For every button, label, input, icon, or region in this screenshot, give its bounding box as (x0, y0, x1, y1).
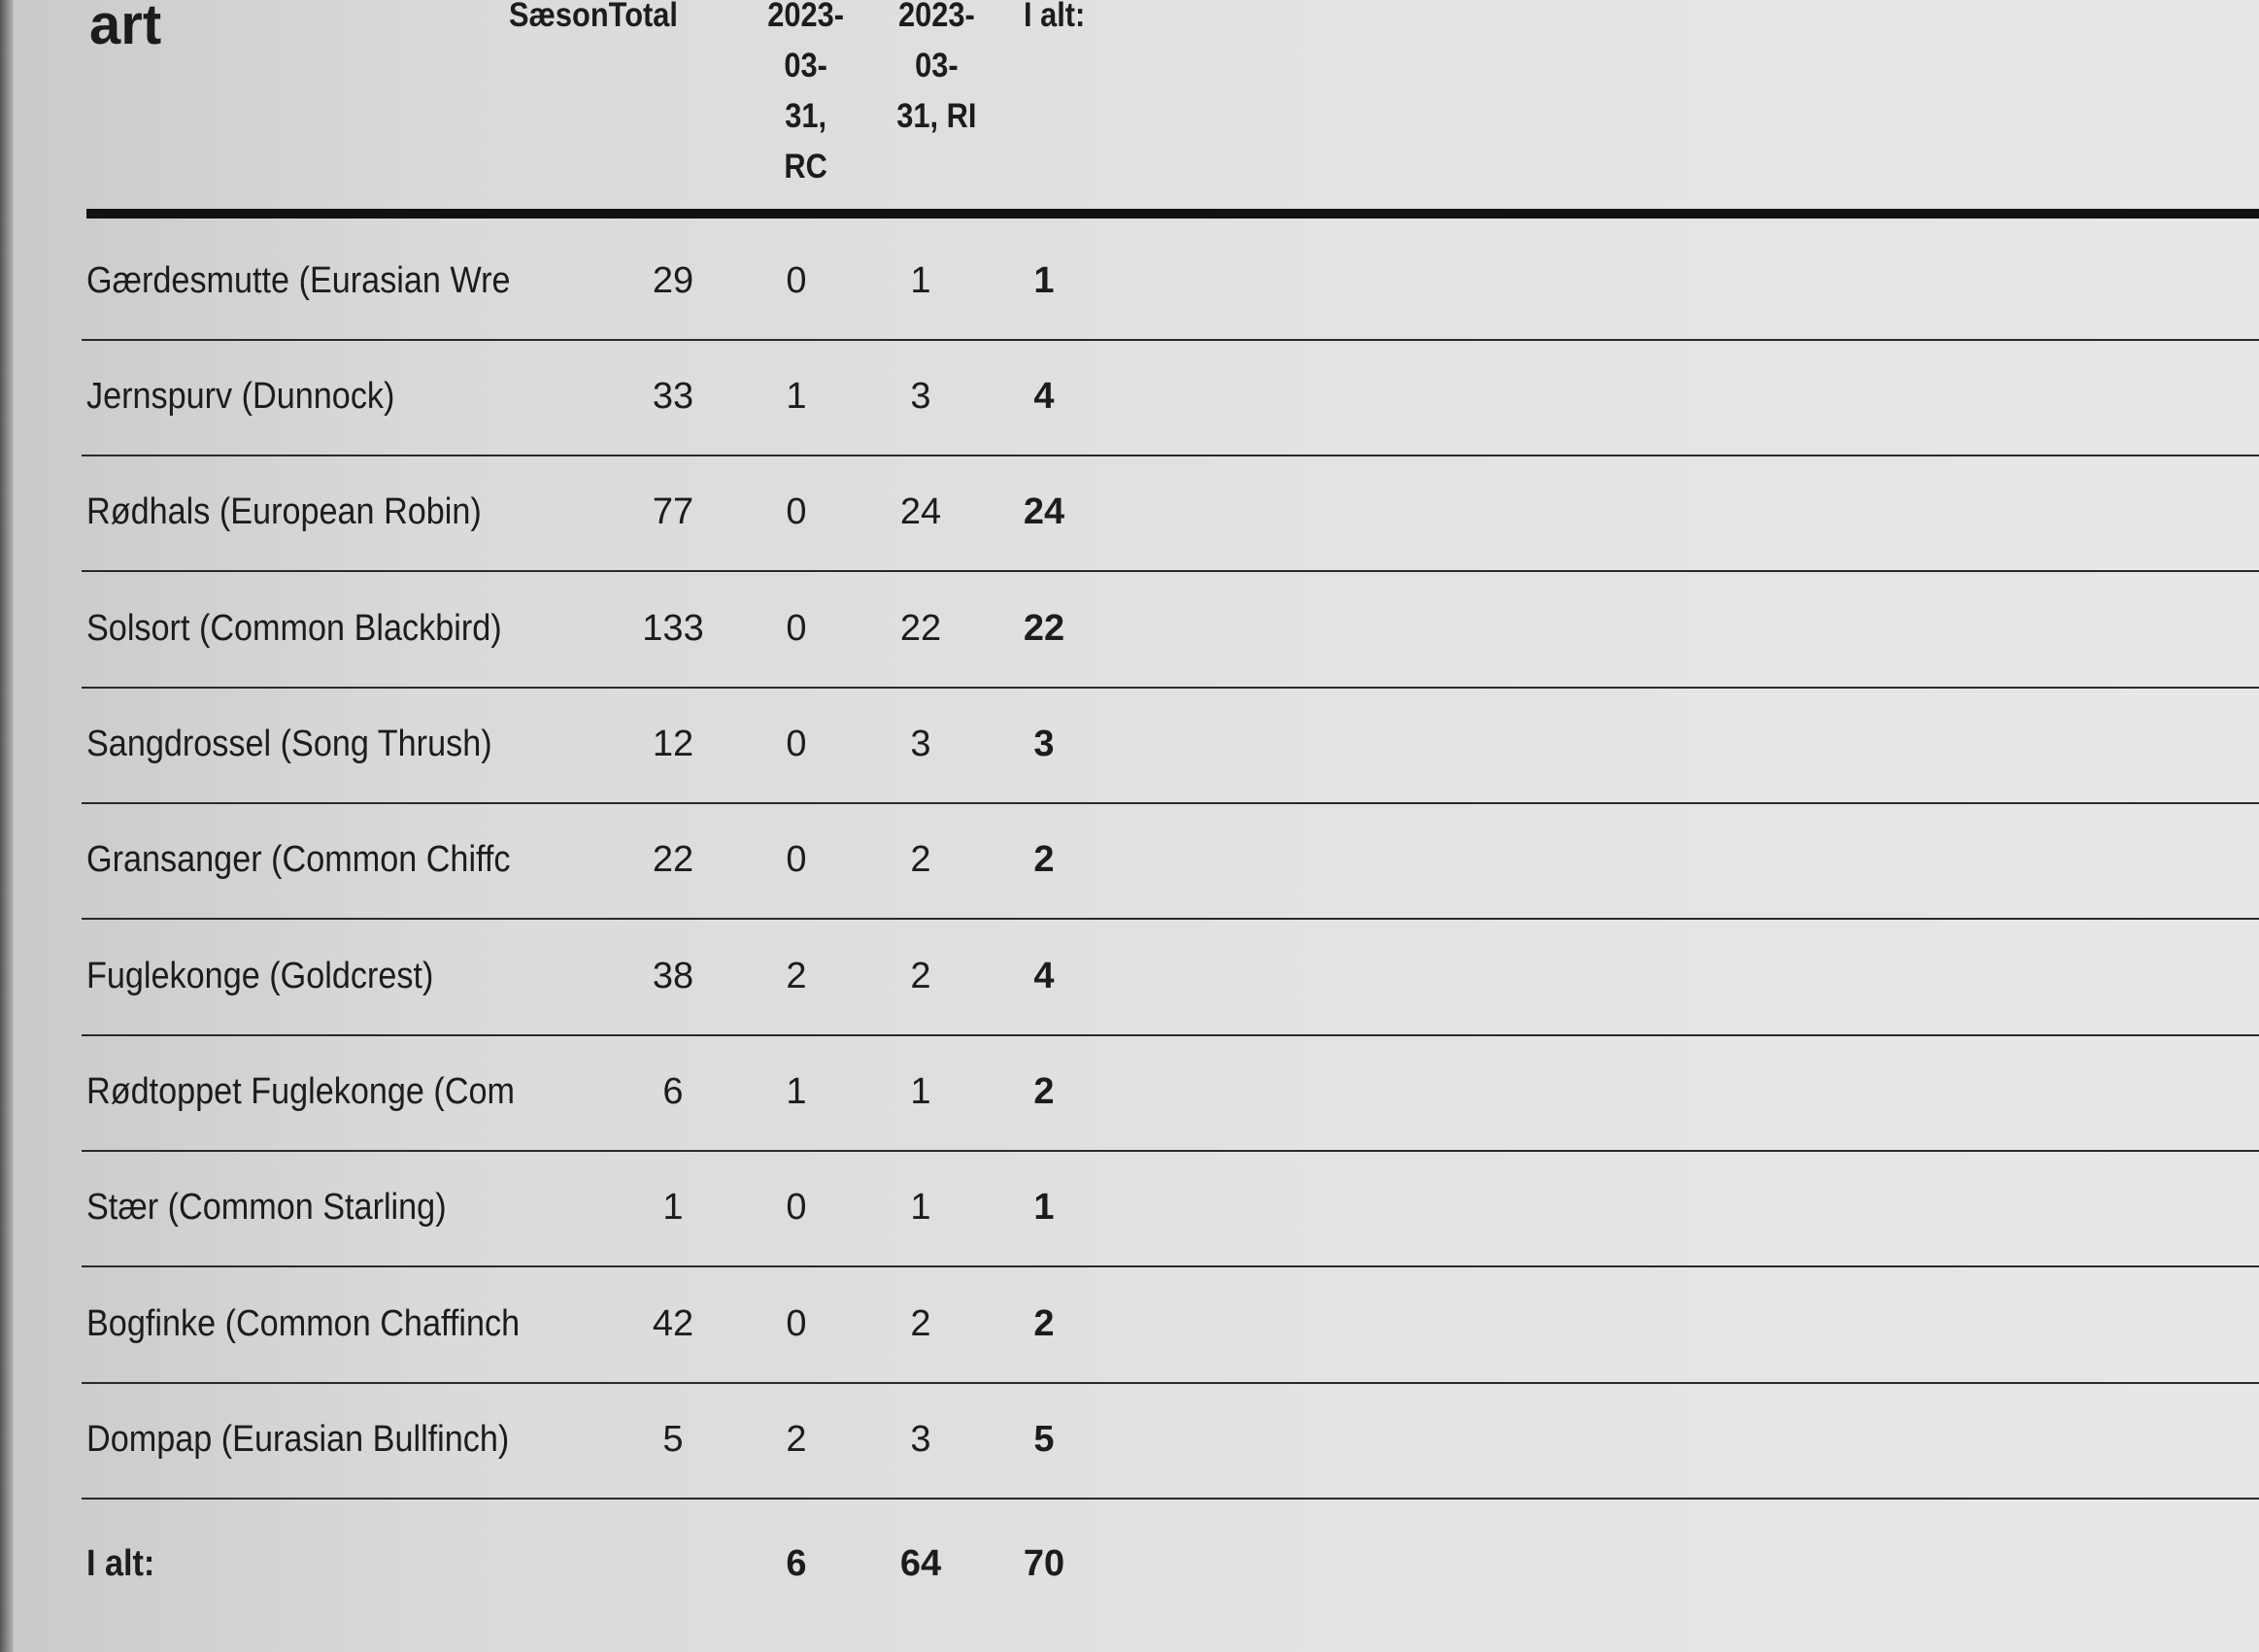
count-ri: 3 (910, 724, 931, 764)
table-row[interactable]: Dompap (Eurasian Bullfinch) 5 2 3 5 (82, 1382, 2259, 1500)
season-total: 77 (652, 491, 694, 532)
species-name: Rødhals (European Robin) (86, 491, 482, 532)
header-line: 03- (915, 47, 959, 84)
table-row[interactable]: Gransanger (Common Chiffc 22 0 2 2 (82, 802, 2259, 920)
table-row[interactable]: Fuglekonge (Goldcrest) 38 2 2 4 (82, 919, 2259, 1036)
column-header-season-total: SæsonTotal (509, 0, 678, 34)
header-line: 2023- (898, 0, 975, 34)
count-ri: 1 (910, 1071, 931, 1112)
count-ri: 24 (899, 491, 942, 532)
season-total: 6 (662, 1071, 684, 1112)
count-ri: 3 (910, 376, 931, 417)
header-line: RC (784, 148, 827, 185)
species-name: Gærdesmutte (Eurasian Wre (86, 260, 511, 301)
row-total: 4 (1033, 956, 1055, 996)
row-total: 2 (1033, 839, 1055, 880)
species-name: Sangdrossel (Song Thrush) (86, 724, 492, 764)
count-rc: 2 (786, 956, 807, 996)
table-row[interactable]: Rødhals (European Robin) 77 0 24 24 (82, 455, 2259, 572)
header-line: 31, (785, 97, 827, 135)
total-ri: 64 (899, 1543, 942, 1584)
table-row[interactable]: Jernspurv (Dunnock) 33 1 3 4 (82, 339, 2259, 456)
count-ri: 3 (910, 1419, 931, 1460)
header-divider (86, 209, 2259, 219)
species-name: Stær (Common Starling) (86, 1187, 447, 1228)
count-ri: 2 (910, 839, 931, 880)
table-row[interactable]: Stær (Common Starling) 1 0 1 1 (82, 1150, 2259, 1267)
count-rc: 0 (786, 1187, 807, 1228)
count-rc: 0 (786, 1303, 807, 1344)
species-name: Fuglekonge (Goldcrest) (86, 956, 434, 996)
count-ri: 22 (899, 608, 942, 649)
count-ri: 1 (910, 260, 931, 301)
header-line: 2023- (767, 0, 844, 34)
table-row[interactable]: Rødtoppet Fuglekonge (Com 6 1 1 2 (82, 1034, 2259, 1152)
species-name: Solsort (Common Blackbird) (86, 608, 502, 649)
column-header-ri: 2023- 03- 31, RI (890, 0, 984, 142)
column-header-rc: 2023- 03- 31, RC (767, 0, 844, 192)
row-total: 2 (1033, 1303, 1055, 1344)
total-row: I alt: 6 64 70 (82, 1506, 2259, 1622)
count-rc: 0 (786, 839, 807, 880)
row-total: 22 (1023, 608, 1065, 649)
count-rc: 0 (786, 608, 807, 649)
total-rc: 6 (786, 1543, 807, 1584)
species-name: Rødtoppet Fuglekonge (Com (86, 1071, 516, 1112)
season-total: 1 (662, 1187, 684, 1228)
row-total: 5 (1033, 1419, 1055, 1460)
season-total: 5 (662, 1419, 684, 1460)
table-row[interactable]: Solsort (Common Blackbird) 133 0 22 22 (82, 571, 2259, 689)
screen-bezel-edge (0, 0, 14, 1652)
season-total: 42 (652, 1303, 694, 1344)
row-total: 2 (1033, 1071, 1055, 1112)
count-rc: 0 (786, 260, 807, 301)
species-name: Jernspurv (Dunnock) (86, 376, 395, 417)
row-total: 1 (1033, 260, 1055, 301)
count-rc: 0 (786, 491, 807, 532)
count-ri: 2 (910, 956, 931, 996)
total-total: 70 (1023, 1543, 1065, 1584)
count-rc: 1 (786, 376, 807, 417)
column-header-total: I alt: (1024, 0, 1086, 34)
row-total: 1 (1033, 1187, 1055, 1228)
header-line: 31, RI (896, 97, 977, 135)
table-row[interactable]: Gærdesmutte (Eurasian Wre 29 0 1 1 (82, 223, 2259, 341)
season-total: 29 (652, 260, 694, 301)
species-name: Dompap (Eurasian Bullfinch) (86, 1419, 510, 1460)
count-rc: 0 (786, 724, 807, 764)
count-ri: 2 (910, 1303, 931, 1344)
count-ri: 1 (910, 1187, 931, 1228)
season-total: 33 (652, 376, 694, 417)
count-rc: 1 (786, 1071, 807, 1112)
season-total: 12 (652, 724, 694, 764)
row-total: 3 (1033, 724, 1055, 764)
header-line: 03- (784, 47, 827, 84)
row-total: 24 (1023, 491, 1065, 532)
species-name: Bogfinke (Common Chaffinch (86, 1303, 521, 1344)
count-rc: 2 (786, 1419, 807, 1460)
season-total: 38 (652, 956, 694, 996)
total-label: I alt: (86, 1543, 155, 1584)
table-row[interactable]: Sangdrossel (Song Thrush) 12 0 3 3 (82, 687, 2259, 804)
row-total: 4 (1033, 376, 1055, 417)
column-header-art: art (89, 0, 162, 56)
season-total: 22 (652, 839, 694, 880)
species-name: Gransanger (Common Chiffc (86, 839, 511, 880)
table-row[interactable]: Bogfinke (Common Chaffinch 42 0 2 2 (82, 1266, 2259, 1384)
season-total: 133 (642, 608, 704, 649)
